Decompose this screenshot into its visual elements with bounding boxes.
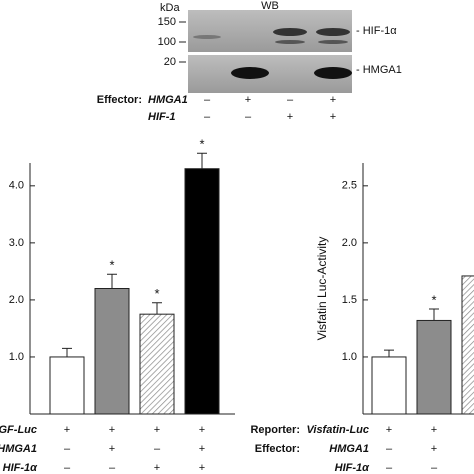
row-sign: + [109,424,115,436]
marker-label: 100 [158,36,176,48]
error-bar [429,308,439,321]
y-tick-label: 1.0 [342,351,357,363]
band [275,40,305,44]
row-sign: – [64,443,71,455]
row-sign: + [64,424,70,436]
row-sign: – [109,462,116,474]
row-sign: – [204,111,211,123]
error-bar [197,152,207,169]
row-label: HIF-1 [148,111,176,123]
row-sign: + [431,443,437,455]
band [316,28,350,36]
bar [416,319,452,415]
row-sign: + [245,94,251,106]
band [193,35,221,39]
row-sign: + [287,111,293,123]
row-prefix: Effector: [97,94,142,106]
row-sign: – [431,462,438,474]
row-sign: – [386,443,393,455]
significance: * [431,292,436,307]
row-sign: + [330,111,336,123]
bar [461,275,474,415]
row-sign: – [287,94,294,106]
bar [184,168,220,415]
unit: kDa [160,2,180,14]
band [231,67,269,79]
significance: * [199,137,204,152]
y-tick-label: 4.0 [9,180,24,192]
y-tick-label: 1.0 [9,351,24,363]
row-sign: + [199,424,205,436]
row-sign: + [431,424,437,436]
row-sign: – [204,94,211,106]
row-sign: + [154,424,160,436]
row-sign: – [64,462,71,474]
row-label: HMGA1 [148,94,188,106]
y-tick-label: 2.0 [342,237,357,249]
blot-title: WB [261,0,279,12]
row-sign: + [386,424,392,436]
band [318,40,348,44]
row-label: HMGA1 [329,443,369,455]
marker-label: 20 [164,56,176,68]
y-tick-label: 2.5 [342,180,357,192]
row-sign: – [386,462,393,474]
significance: * [154,286,159,301]
y-tick-label: 2.0 [9,294,24,306]
row-label: HMGA1 [0,443,37,455]
row-prefix: Reporter: [250,424,300,436]
row-prefix: Effector: [255,443,300,455]
row-sign: – [245,111,252,123]
band [273,28,307,36]
row-sign: + [199,462,205,474]
band-label: - HMGA1 [356,64,402,76]
y-tick-label: 1.5 [342,294,357,306]
band-label: - HIF-1α [356,25,397,37]
error-bar [384,349,394,357]
row-sign: + [109,443,115,455]
bar [371,356,407,415]
row-label: HIF-1α [335,462,371,474]
bar [94,288,130,415]
row-label: Visfatin-Luc [306,424,369,436]
significance: * [109,258,114,273]
marker-label: 150 [158,16,176,28]
error-bar [107,273,117,289]
row-sign: + [330,94,336,106]
error-bar [152,302,162,315]
row-sign: – [154,443,161,455]
y-tick-label: 3.0 [9,237,24,249]
row-label: HIF-1α [3,462,39,474]
row-sign: + [199,443,205,455]
y-axis-label: Visfatin Luc-Activity [315,237,329,341]
band [314,67,352,79]
bar [139,313,175,415]
error-bar [62,347,72,357]
row-sign: + [154,462,160,474]
row-label: VEGF-Luc [0,424,37,436]
bar [49,356,85,415]
